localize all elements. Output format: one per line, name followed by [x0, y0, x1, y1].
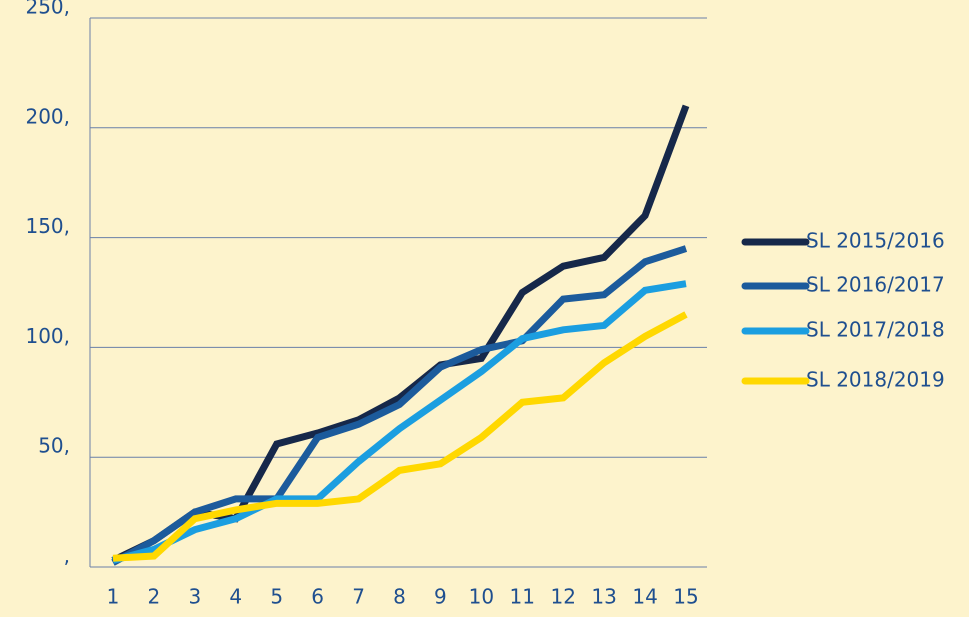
x-tick-label: 9 — [434, 585, 447, 609]
y-tick-label: 250, — [25, 0, 70, 19]
x-tick-label: 4 — [229, 585, 242, 609]
series-line — [112, 311, 688, 562]
x-tick-label: 1 — [107, 585, 120, 609]
x-tick-label: 13 — [591, 585, 616, 609]
y-tick-label: 150, — [25, 214, 70, 238]
series-line — [112, 280, 687, 564]
x-tick-label: 8 — [393, 585, 406, 609]
x-tick-label: 15 — [673, 585, 698, 609]
x-tick-label: 11 — [510, 585, 535, 609]
x-tick-label: 14 — [632, 585, 657, 609]
x-tick-label: 2 — [148, 585, 161, 609]
y-tick-label: 200, — [25, 104, 70, 128]
y-tick-label: 100, — [25, 324, 70, 348]
x-tick-label: 3 — [188, 585, 201, 609]
legend-label: SL 2018/2019 — [806, 368, 945, 392]
y-tick-label: , — [64, 544, 70, 568]
x-tick-label: 5 — [270, 585, 283, 609]
x-tick-label: 7 — [352, 585, 365, 609]
x-tick-label: 12 — [550, 585, 575, 609]
x-tick-label: 10 — [469, 585, 494, 609]
legend-label: SL 2017/2018 — [806, 318, 945, 342]
y-tick-label: 50, — [38, 434, 70, 458]
legend-label: SL 2016/2017 — [806, 273, 945, 297]
series-line — [111, 104, 690, 564]
x-tick-label: 6 — [311, 585, 324, 609]
series-line — [111, 245, 688, 566]
legend-label: SL 2015/2016 — [806, 229, 945, 253]
